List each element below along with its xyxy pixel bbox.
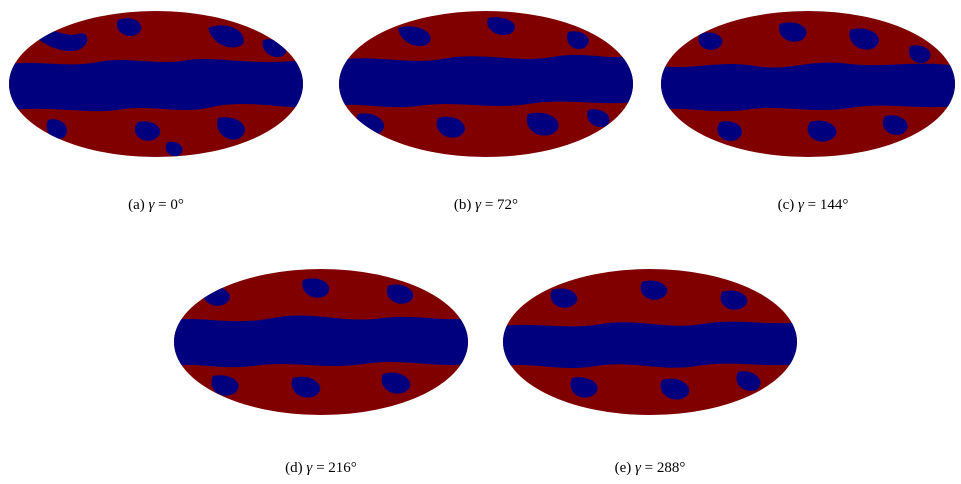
- caption-b-prefix: (b): [453, 197, 472, 213]
- mollweide-map-panel-b: [338, 10, 634, 158]
- caption-b-gamma: γ: [475, 197, 482, 213]
- caption-d-prefix: (d): [285, 460, 303, 476]
- caption-c-prefix: (c): [777, 197, 795, 213]
- caption-e-prefix: (e): [614, 460, 632, 476]
- mollweide-map-e: [503, 269, 797, 415]
- caption-d-gamma: γ: [306, 460, 313, 476]
- caption-c-gamma: γ: [798, 197, 804, 213]
- caption-d: (d) γ = 216°: [256, 460, 386, 477]
- caption-e-gamma: γ: [635, 460, 641, 476]
- mollweide-map-panel-a: [8, 10, 304, 158]
- caption-a: (a) γ = 0°: [96, 197, 216, 214]
- caption-a-gamma: γ: [148, 197, 155, 213]
- mollweide-map-panel-c: [660, 10, 956, 158]
- caption-e-value: = 288°: [644, 460, 686, 476]
- mollweide-map-panel-e: [502, 268, 798, 416]
- caption-b-value: = 72°: [484, 197, 519, 213]
- mollweide-map-b: [339, 11, 633, 157]
- caption-c: (c) γ = 144°: [748, 197, 878, 214]
- caption-a-prefix: (a): [128, 197, 145, 213]
- caption-b: (b) γ = 72°: [425, 197, 547, 214]
- caption-e: (e) γ = 288°: [585, 460, 715, 477]
- mollweide-map-d: [174, 269, 468, 415]
- caption-d-value: = 216°: [316, 460, 357, 476]
- caption-c-value: = 144°: [807, 197, 849, 213]
- mollweide-map-panel-d: [173, 268, 469, 416]
- caption-a-value: = 0°: [158, 197, 184, 213]
- mollweide-map-a: [9, 11, 303, 157]
- mollweide-map-c: [661, 11, 955, 157]
